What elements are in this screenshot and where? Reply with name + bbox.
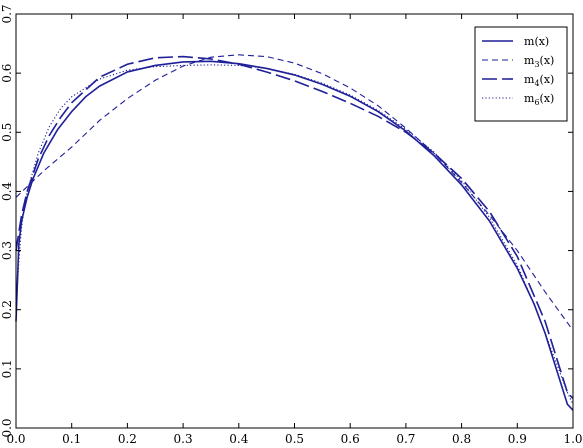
legend-label-base: m: [524, 92, 535, 105]
x-tick-label: 0.1: [62, 432, 81, 446]
y-tick-label: 0.2: [0, 300, 14, 319]
y-tick-label: 0.0: [0, 418, 14, 437]
legend-label-suffix: (x): [540, 54, 555, 67]
legend-label-subscript: 6: [534, 98, 539, 107]
legend-box: [474, 26, 568, 122]
legend-label-suffix: (x): [534, 35, 549, 48]
x-tick-label: 0.9: [508, 432, 527, 446]
series-lines: [15, 54, 574, 411]
x-tick-label: 0.2: [118, 432, 137, 446]
legend-label-1: m(x): [524, 35, 549, 48]
x-tick-label: 0.3: [174, 432, 193, 446]
y-tick-label: 0.7: [0, 4, 14, 23]
y-tick-label: 0.6: [0, 64, 14, 83]
legend-label-4: m6(x): [524, 92, 554, 107]
x-tick-label: 0.6: [341, 432, 360, 446]
legend-label-base: m: [524, 35, 535, 48]
series-line-3: [15, 55, 574, 399]
legend-label-2: m3(x): [524, 54, 554, 69]
y-tick-label: 0.4: [0, 182, 14, 201]
y-tick-label: 0.1: [0, 359, 14, 378]
legend-label-subscript: 4: [534, 79, 539, 88]
x-tick-label: 0.5: [285, 432, 304, 446]
legend: m(x)m3(x)m4(x)m6(x): [474, 26, 568, 122]
legend-label-3: m4(x): [524, 73, 554, 88]
legend-label-suffix: (x): [540, 92, 555, 105]
legend-label-suffix: (x): [540, 73, 555, 86]
y-axis: 0.0 0.1 0.2 0.3 0.4 0.5 0.6 0.7: [0, 4, 573, 438]
y-tick-label: 0.5: [0, 123, 14, 142]
series-line-2: [15, 54, 574, 331]
x-tick-label: 0.7: [396, 432, 415, 446]
x-tick-label: 1.0: [563, 432, 582, 446]
legend-label-base: m: [524, 54, 535, 67]
x-tick-label: 0.4: [229, 432, 248, 446]
x-tick-label: 0.8: [452, 432, 471, 446]
y-tick-label: 0.3: [0, 241, 14, 260]
x-tick-label: 0.0: [6, 432, 25, 446]
legend-label-subscript: 3: [534, 60, 539, 69]
legend-label-base: m: [524, 73, 535, 86]
x-axis: 0.0 0.1 0.2 0.3 0.4 0.5 0.6 0.7 0.8 0.9 1.0: [6, 14, 583, 446]
